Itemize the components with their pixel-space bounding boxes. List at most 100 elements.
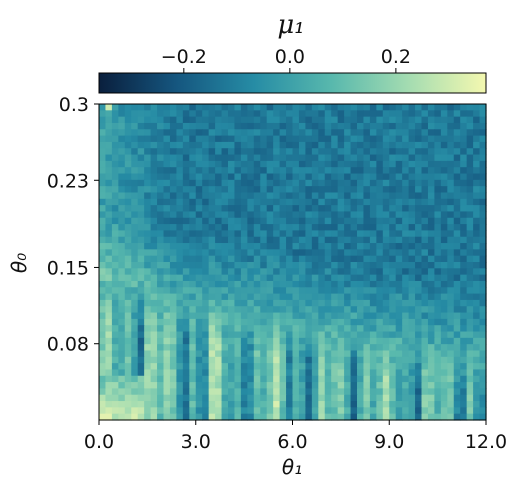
heatmap-cell <box>344 262 352 269</box>
heatmap-cell <box>434 236 442 244</box>
heatmap-cell <box>260 394 268 402</box>
heatmap-cell <box>415 375 423 383</box>
heatmap-cell <box>389 122 397 130</box>
heatmap-cell <box>266 154 274 162</box>
heatmap-cell <box>111 331 119 339</box>
heatmap-cell <box>337 205 345 213</box>
heatmap-cell <box>144 331 152 339</box>
heatmap-cell <box>408 299 416 307</box>
heatmap-cell <box>395 394 403 402</box>
heatmap-cell <box>118 173 126 181</box>
heatmap-cell <box>260 413 268 421</box>
heatmap-cell <box>324 205 332 213</box>
heatmap-cell <box>137 211 145 219</box>
heatmap-cell <box>118 407 126 415</box>
heatmap-cell <box>298 293 306 301</box>
heatmap-cell <box>292 388 300 396</box>
heatmap-cell <box>208 331 216 339</box>
heatmap-cell <box>305 262 313 269</box>
heatmap-cell <box>131 192 139 200</box>
heatmap-cell <box>144 104 152 111</box>
heatmap-cell <box>318 344 326 352</box>
heatmap-cell <box>137 369 145 377</box>
heatmap-cell <box>150 312 158 320</box>
heatmap-cell <box>453 211 461 219</box>
heatmap-cell <box>350 318 358 326</box>
heatmap-cell <box>247 325 255 333</box>
heatmap-cell <box>311 388 319 396</box>
heatmap-cell <box>376 160 384 168</box>
heatmap-cell <box>350 179 358 187</box>
heatmap-cell <box>234 325 242 333</box>
heatmap-cell <box>453 268 461 276</box>
heatmap-cell <box>415 363 423 371</box>
heatmap-cell <box>305 394 313 402</box>
heatmap-cell <box>473 331 481 339</box>
heatmap-cell <box>344 274 352 282</box>
heatmap-cell <box>111 198 119 206</box>
heatmap-cell <box>189 122 197 130</box>
heatmap-cell <box>298 299 306 307</box>
heatmap-cell <box>453 413 461 421</box>
heatmap-cell <box>415 186 423 194</box>
heatmap-cell <box>298 268 306 276</box>
heatmap-cell <box>318 160 326 168</box>
heatmap-cell <box>202 293 210 301</box>
heatmap-cell <box>215 255 223 263</box>
heatmap-cell <box>318 262 326 269</box>
heatmap-cell <box>466 249 474 257</box>
heatmap-cell <box>402 141 410 149</box>
heatmap-cell <box>247 173 255 181</box>
heatmap-cell <box>163 325 171 333</box>
heatmap-cell <box>144 413 152 421</box>
heatmap-cell <box>473 262 481 269</box>
heatmap-cell <box>286 167 294 175</box>
heatmap-cell <box>473 173 481 181</box>
heatmap-cell <box>234 293 242 301</box>
heatmap-cell <box>124 173 132 181</box>
heatmap-cell <box>395 104 403 111</box>
heatmap-cell <box>208 382 216 389</box>
heatmap-cell <box>408 318 416 326</box>
heatmap-cell <box>408 135 416 143</box>
heatmap-cell <box>234 280 242 288</box>
heatmap-cell <box>247 104 255 111</box>
heatmap-cell <box>286 344 294 352</box>
heatmap-cell <box>124 407 132 415</box>
heatmap-cell <box>382 356 390 364</box>
heatmap-cell <box>415 167 423 175</box>
heatmap-cell <box>105 331 113 339</box>
heatmap-cell <box>273 394 281 402</box>
heatmap-cell <box>182 192 190 200</box>
heatmap-cell <box>176 331 184 339</box>
heatmap-cell <box>363 230 371 238</box>
heatmap-cell <box>157 407 165 415</box>
heatmap-cell <box>182 236 190 244</box>
heatmap-cell <box>260 211 268 219</box>
heatmap-cell <box>389 318 397 326</box>
heatmap-cell <box>260 205 268 213</box>
heatmap-cell <box>144 369 152 377</box>
heatmap-cell <box>440 122 448 130</box>
heatmap-cell <box>363 375 371 383</box>
heatmap-cell <box>479 122 487 130</box>
heatmap-cell <box>292 104 300 111</box>
heatmap-cell <box>163 356 171 364</box>
heatmap-cell <box>350 243 358 250</box>
heatmap-cell <box>376 280 384 288</box>
heatmap-cell <box>460 262 468 269</box>
heatmap-cell <box>440 262 448 269</box>
heatmap-cell <box>157 413 165 421</box>
heatmap-cell <box>221 299 229 307</box>
heatmap-cell <box>247 249 255 257</box>
heatmap-cell <box>202 249 210 257</box>
heatmap-cell <box>473 154 481 162</box>
heatmap-cell <box>402 211 410 219</box>
heatmap-cell <box>228 375 236 383</box>
heatmap-cell <box>415 148 423 156</box>
heatmap-cell <box>195 205 203 213</box>
heatmap-cell <box>427 382 435 389</box>
heatmap-cell <box>176 325 184 333</box>
heatmap-cell <box>189 344 197 352</box>
heatmap-cell <box>473 211 481 219</box>
